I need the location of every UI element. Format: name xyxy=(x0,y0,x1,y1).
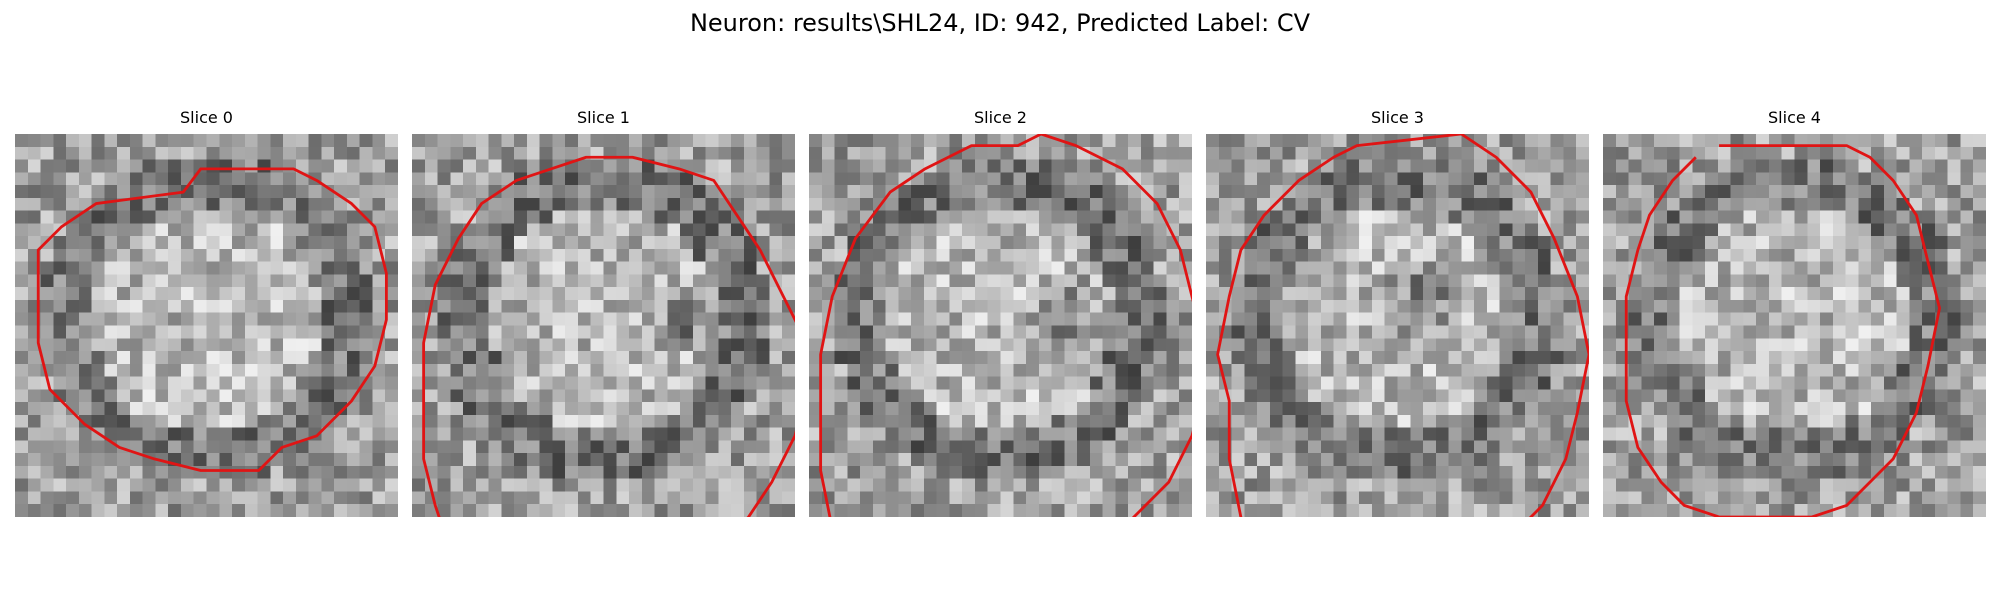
slice-image-4 xyxy=(1603,134,1986,517)
roi-outline-0 xyxy=(36,167,388,472)
slice-panel-1: Slice 1 xyxy=(412,108,795,517)
slice-image-3 xyxy=(1206,134,1589,517)
slice-panel-0: Slice 0 xyxy=(15,108,398,517)
figure-title: Neuron: results\SHL24, ID: 942, Predicte… xyxy=(689,9,1311,37)
slice-panel-3: Slice 3 xyxy=(1206,108,1589,517)
slice-title-0: Slice 0 xyxy=(180,108,233,127)
slice-image-2 xyxy=(809,134,1192,517)
slice-image-0 xyxy=(15,134,398,517)
slice-title-4: Slice 4 xyxy=(1768,108,1821,127)
slice-panel-2: Slice 2 xyxy=(809,108,1192,517)
slice-title-1: Slice 1 xyxy=(577,108,630,127)
roi-outline-3 xyxy=(1216,134,1589,517)
roi-outline-1 xyxy=(422,155,795,517)
slice-image-1 xyxy=(412,134,795,517)
slice-title-3: Slice 3 xyxy=(1371,108,1424,127)
slice-title-2: Slice 2 xyxy=(974,108,1027,127)
roi-outline-4 xyxy=(1624,144,1941,517)
roi-outline-2 xyxy=(819,134,1192,517)
slice-panel-4: Slice 4 xyxy=(1603,108,1986,517)
